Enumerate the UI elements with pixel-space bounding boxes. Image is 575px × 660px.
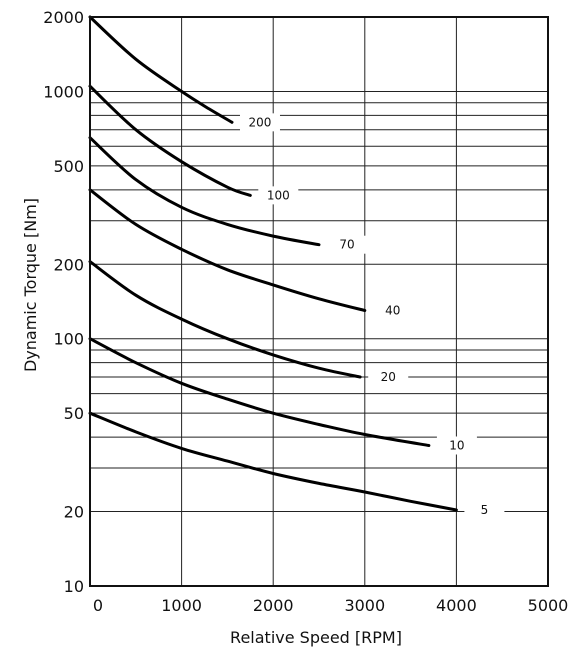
- curve-label-bg: [327, 235, 367, 254]
- y-tick-label: 50: [64, 404, 84, 423]
- grid: [90, 17, 548, 586]
- curve-label-10: 10: [449, 438, 464, 452]
- curve-40: [88, 188, 367, 312]
- x-tick-label: 1000: [161, 596, 202, 615]
- x-tick-labels: 0 1000 2000 3000 4000 5000: [93, 596, 568, 615]
- curves: [88, 15, 458, 512]
- x-tick-label: 2000: [253, 596, 294, 615]
- x-tick-label: 0: [93, 596, 103, 615]
- curve-label-100: 100: [267, 188, 290, 202]
- y-tick-label: 1000: [43, 82, 84, 101]
- curve-100: [88, 84, 252, 197]
- curve-label-bg: [258, 186, 299, 205]
- curve-label-20: 20: [381, 370, 396, 384]
- x-tick-label: 4000: [436, 596, 477, 615]
- x-tick-label: 5000: [528, 596, 569, 615]
- plot-frame: [89, 16, 549, 587]
- curve-200: [88, 15, 234, 124]
- curve-label-200: 200: [249, 115, 272, 129]
- y-tick-label: 500: [53, 157, 84, 176]
- curve-10: [88, 337, 431, 447]
- curve-label-bg: [239, 113, 280, 132]
- y-axis-title: Dynamic Torque [Nm]: [21, 198, 40, 372]
- y-tick-label: 10: [64, 577, 84, 596]
- curve-label-bg: [436, 436, 477, 455]
- x-tick-label: 3000: [344, 596, 385, 615]
- curve-label-bg: [464, 500, 505, 519]
- y-tick-label: 20: [64, 503, 84, 522]
- curve-20: [88, 260, 362, 379]
- y-tick-label: 100: [53, 330, 84, 349]
- curve-70: [88, 136, 321, 247]
- curve-label-40: 40: [385, 304, 400, 318]
- y-tick-label: 200: [53, 255, 84, 274]
- curve-label-bg: [368, 368, 409, 387]
- curve-label-bg: [372, 301, 413, 320]
- x-axis-title: Relative Speed [RPM]: [230, 628, 402, 647]
- curve-5: [88, 411, 458, 512]
- curve-label-70: 70: [339, 238, 354, 252]
- curve-labels: 200 100 70 40 20 10 5: [239, 113, 505, 519]
- curve-label-5: 5: [481, 503, 489, 517]
- y-tick-labels: 10 20 50 100 200 500 1000 2000: [43, 8, 84, 596]
- y-tick-label: 2000: [43, 8, 84, 27]
